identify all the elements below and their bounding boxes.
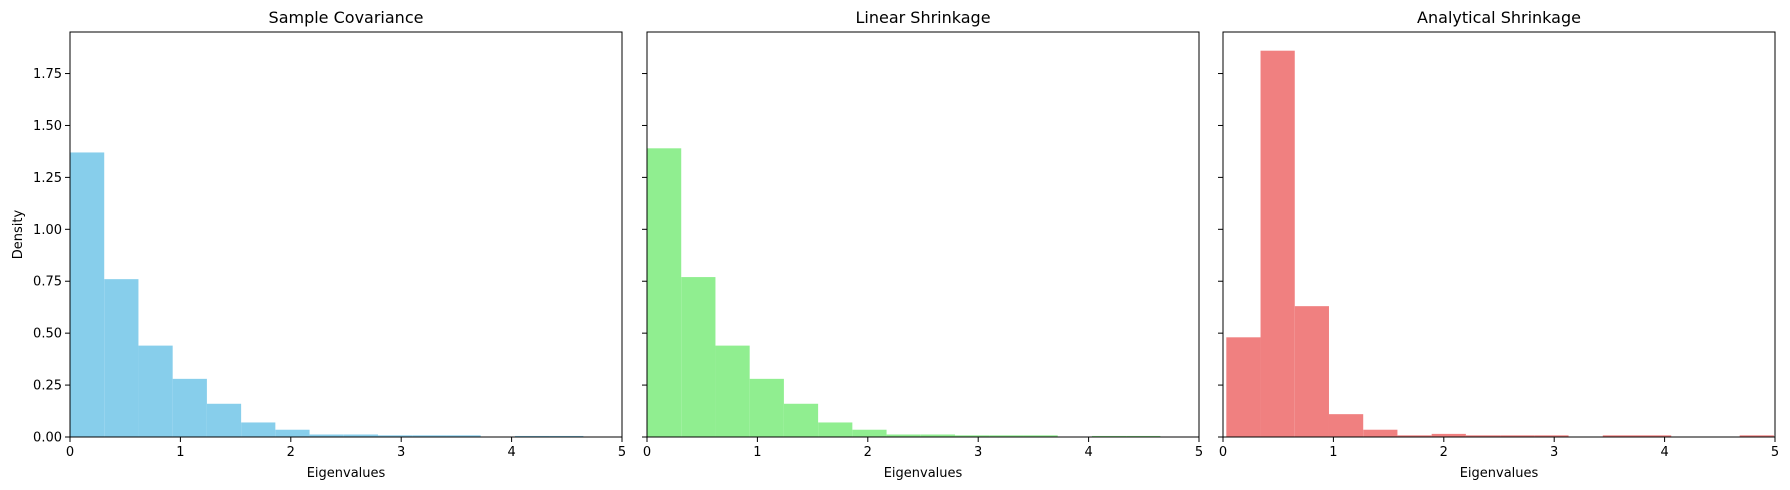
histogram-bar bbox=[989, 435, 1024, 437]
histogram-bar bbox=[681, 277, 716, 437]
x-tick-label: 2 bbox=[864, 445, 872, 460]
histogram-bar bbox=[241, 422, 276, 437]
y-axis-label: Density bbox=[11, 209, 26, 259]
y-tick-label: 1.75 bbox=[33, 67, 62, 82]
x-tick-label: 5 bbox=[618, 445, 626, 460]
histogram-bar bbox=[514, 435, 550, 437]
histogram-bar bbox=[955, 435, 990, 437]
histogram-bar bbox=[1739, 435, 1774, 437]
y-tick-label: 0.00 bbox=[33, 431, 62, 446]
x-tick-label: 0 bbox=[1219, 445, 1227, 460]
histogram-bar bbox=[1431, 433, 1466, 437]
x-tick-label: 0 bbox=[643, 445, 651, 460]
y-tick-label: 0.50 bbox=[33, 327, 62, 342]
histogram-bar bbox=[920, 434, 956, 437]
histogram-bar bbox=[343, 434, 379, 437]
histogram-bar bbox=[1602, 435, 1637, 437]
x-axis-label: Eigenvalues bbox=[1460, 466, 1539, 481]
histogram-bar bbox=[1091, 435, 1127, 437]
x-tick-label: 4 bbox=[507, 445, 515, 460]
y-tick-label: 1.25 bbox=[33, 171, 62, 186]
histogram-bar bbox=[1260, 50, 1295, 437]
histogram-bar bbox=[309, 434, 344, 437]
chart-title: Sample Covariance bbox=[269, 8, 424, 27]
x-tick-label: 2 bbox=[1440, 445, 1448, 460]
x-tick-label: 5 bbox=[1195, 445, 1203, 460]
x-axis-label: Eigenvalues bbox=[884, 466, 963, 481]
histogram-bar bbox=[206, 403, 242, 437]
histogram-bar bbox=[647, 148, 682, 438]
axes-frame bbox=[1222, 31, 1776, 438]
histogram-bar bbox=[1534, 435, 1569, 437]
axes-frame bbox=[646, 31, 1200, 438]
y-tick-label: 1.50 bbox=[33, 119, 62, 134]
y-tick-label: 0.25 bbox=[33, 379, 62, 394]
histogram-bar bbox=[70, 152, 105, 437]
x-tick-label: 4 bbox=[1660, 445, 1668, 460]
histogram-bar bbox=[1226, 337, 1261, 437]
x-tick-label: 1 bbox=[1329, 445, 1337, 460]
histogram-bar bbox=[1023, 435, 1058, 437]
x-axis-label: Eigenvalues bbox=[307, 466, 386, 481]
panel-3: 0 1 2 3 4 5 Analytical Shrinkage Eigenvalues bbox=[1218, 8, 1779, 481]
x-tick-label: 2 bbox=[287, 445, 295, 460]
histogram-bar bbox=[749, 378, 784, 437]
histogram-bar bbox=[138, 345, 173, 437]
histogram-bar bbox=[783, 403, 819, 437]
y-tick-label: 1.00 bbox=[33, 223, 62, 238]
histogram-bar bbox=[818, 422, 853, 437]
chart-title: Analytical Shrinkage bbox=[1417, 8, 1581, 27]
x-tick-label: 1 bbox=[176, 445, 184, 460]
histogram-bar bbox=[412, 435, 447, 437]
histogram-bar bbox=[1500, 435, 1535, 437]
histogram-bar bbox=[1126, 435, 1161, 437]
histogram-bar bbox=[1294, 306, 1329, 437]
axes-frame bbox=[69, 31, 623, 438]
x-tick-label: 3 bbox=[397, 445, 405, 460]
histogram-bar bbox=[1363, 429, 1398, 437]
histogram-bar bbox=[104, 279, 139, 437]
chart-title: Linear Shrinkage bbox=[855, 8, 990, 27]
histogram-bar bbox=[1397, 435, 1432, 437]
histogram-bar bbox=[549, 435, 584, 437]
panel-2: 0 1 2 3 4 5 Linear Shrinkage Eigenvalues bbox=[642, 8, 1203, 481]
x-tick-label: 0 bbox=[66, 445, 74, 460]
y-tick-label: 0.75 bbox=[33, 275, 62, 290]
histogram-bar bbox=[1328, 414, 1364, 437]
histogram-bar bbox=[1465, 435, 1501, 437]
histogram-bar bbox=[275, 429, 310, 437]
histogram-bar bbox=[446, 435, 481, 437]
histogram-bar bbox=[886, 434, 921, 437]
histogram-bar bbox=[1637, 435, 1672, 437]
panel-1: 0 1 2 3 4 5 0.00 0.25 0.50 0.75 1.00 1.25 1.50 1.75 Sa… bbox=[11, 8, 626, 481]
histogram-bar bbox=[172, 378, 207, 437]
histogram-bar bbox=[378, 435, 413, 437]
x-tick-label: 3 bbox=[974, 445, 982, 460]
x-tick-label: 3 bbox=[1550, 445, 1558, 460]
histogram-bar bbox=[852, 429, 887, 437]
x-tick-label: 4 bbox=[1084, 445, 1092, 460]
x-tick-label: 5 bbox=[1771, 445, 1779, 460]
histogram-bar bbox=[715, 345, 750, 437]
x-tick-label: 1 bbox=[753, 445, 761, 460]
